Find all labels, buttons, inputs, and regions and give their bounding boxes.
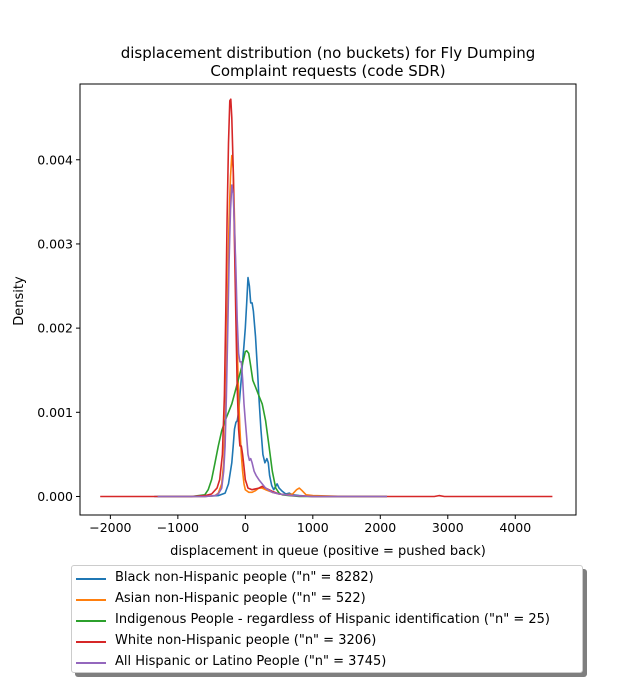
legend: Black non-Hispanic people ("n" = 8282) A… <box>71 565 583 673</box>
x-axis-label: displacement in queue (positive = pushed… <box>170 544 486 559</box>
legend-item: Indigenous People - regardless of Hispan… <box>72 610 582 630</box>
legend-label: Asian non-Hispanic people ("n" = 522) <box>115 591 366 606</box>
y-tick-label: 0.004 <box>37 152 73 167</box>
y-axis-label: Density <box>12 276 27 326</box>
legend-swatch <box>76 662 106 664</box>
series-line-1 <box>158 156 387 497</box>
x-tick-label: −1000 <box>157 520 199 535</box>
chart-title-line-2: Complaint requests (code SDR) <box>210 62 445 80</box>
legend-swatch <box>76 641 106 643</box>
x-axis-ticks: −2000 −1000 0 1000 2000 3000 4000 <box>89 515 531 535</box>
legend-label: Black non-Hispanic people ("n" = 8282) <box>115 570 374 585</box>
legend-item: All Hispanic or Latino People ("n" = 374… <box>72 652 582 672</box>
x-tick-label: 4000 <box>499 520 531 535</box>
series-line-4 <box>158 185 387 497</box>
legend-item: Asian non-Hispanic people ("n" = 522) <box>72 589 582 609</box>
legend-swatch <box>76 620 106 622</box>
x-tick-label: 0 <box>241 520 249 535</box>
plot-area <box>80 84 576 515</box>
x-tick-label: −2000 <box>89 520 131 535</box>
y-tick-label: 0.000 <box>37 489 73 504</box>
y-tick-label: 0.003 <box>37 236 73 251</box>
y-tick-label: 0.001 <box>37 405 73 420</box>
legend-item: White non-Hispanic people ("n" = 3206) <box>72 631 582 651</box>
y-axis-ticks: 0.000 0.001 0.002 0.003 0.004 <box>37 152 80 504</box>
chart-title-line-1: displacement distribution (no buckets) f… <box>121 44 536 62</box>
x-tick-label: 1000 <box>297 520 329 535</box>
x-tick-label: 2000 <box>364 520 396 535</box>
legend-swatch <box>76 578 106 580</box>
legend-label: Indigenous People - regardless of Hispan… <box>115 612 550 627</box>
x-tick-label: 3000 <box>432 520 464 535</box>
y-tick-label: 0.002 <box>37 321 73 336</box>
series-line-2 <box>158 351 387 497</box>
series-line-3 <box>100 99 552 496</box>
legend-item: Black non-Hispanic people ("n" = 8282) <box>72 568 582 588</box>
legend-label: White non-Hispanic people ("n" = 3206) <box>115 633 376 648</box>
axes-frame <box>80 84 576 515</box>
legend-swatch <box>76 599 106 601</box>
legend-label: All Hispanic or Latino People ("n" = 374… <box>115 654 386 669</box>
series-layer <box>100 99 552 496</box>
